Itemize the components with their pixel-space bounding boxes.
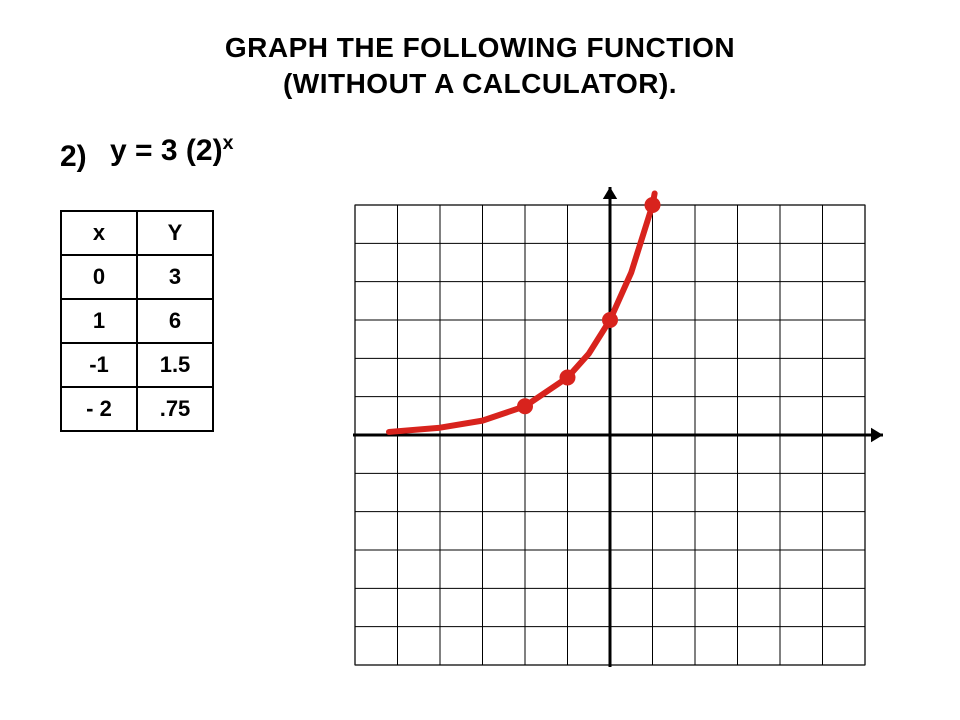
table-cell: 0 <box>61 255 137 299</box>
chart <box>330 180 890 690</box>
equation-prefix: y = 3 (2) <box>110 134 223 167</box>
table-cell: -1 <box>61 343 137 387</box>
equation: y = 3 (2)x <box>110 132 233 168</box>
table-row: 1 6 <box>61 299 213 343</box>
table-cell: 1 <box>61 299 137 343</box>
table-row: - 2 .75 <box>61 387 213 431</box>
table-cell: .75 <box>137 387 213 431</box>
problem-number: 2) <box>60 140 87 174</box>
page-title: GRAPH THE FOLLOWING FUNCTION (WITHOUT A … <box>0 30 960 102</box>
table-cell: 3 <box>137 255 213 299</box>
problem-number-text: 2) <box>60 140 87 173</box>
table-header-x: x <box>61 211 137 255</box>
table-cell: - 2 <box>61 387 137 431</box>
equation-exponent: x <box>223 132 234 154</box>
table-cell: 6 <box>137 299 213 343</box>
table-cell: 1.5 <box>137 343 213 387</box>
table-header-y: Y <box>137 211 213 255</box>
table-row: 0 3 <box>61 255 213 299</box>
table-row: -1 1.5 <box>61 343 213 387</box>
value-table: x Y 0 3 1 6 -1 1.5 - 2 .75 <box>60 210 214 432</box>
